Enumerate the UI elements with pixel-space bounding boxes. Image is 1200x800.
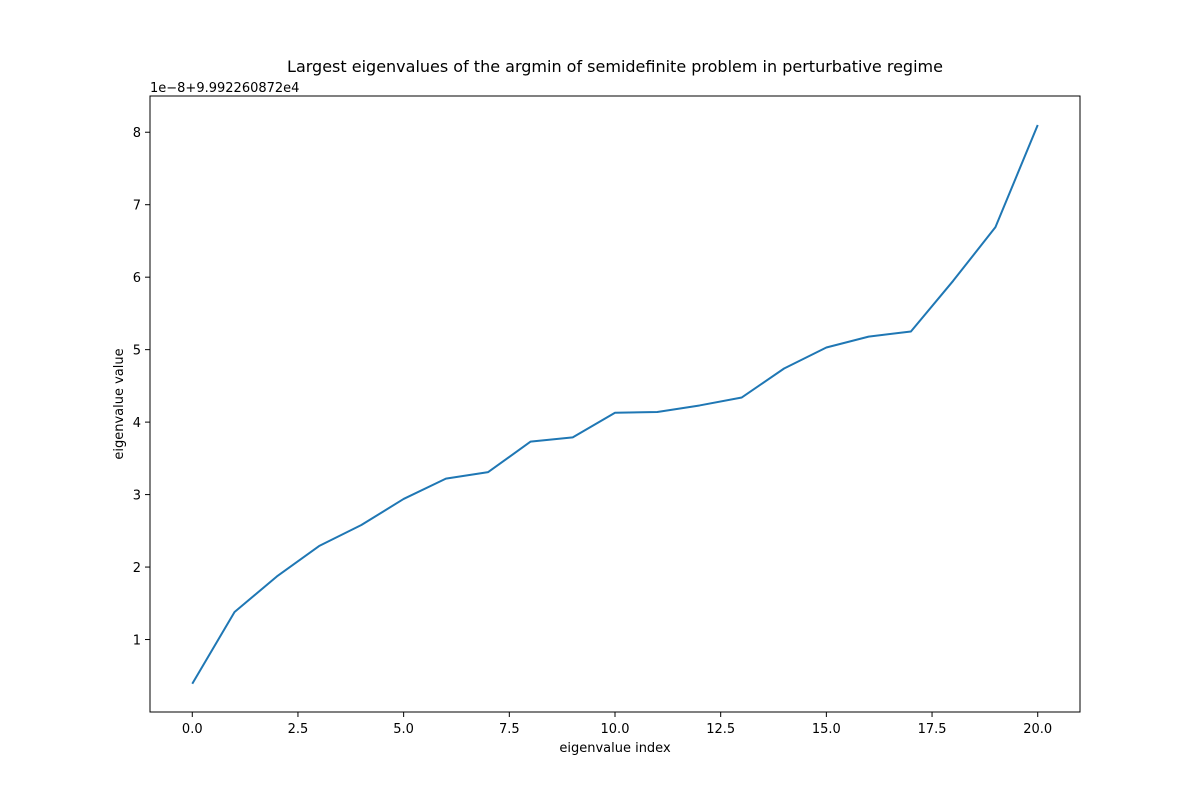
x-tick-label: 20.0 xyxy=(1023,722,1052,737)
x-axis-label: eigenvalue index xyxy=(559,741,671,756)
x-tick-label: 5.0 xyxy=(393,722,414,737)
y-tick-label: 1 xyxy=(133,634,141,649)
series-line-0 xyxy=(191,124,1039,685)
y-tick-label: 2 xyxy=(133,561,141,576)
y-tick-label: 4 xyxy=(133,416,141,431)
y-axis-offset-label: 1e−8+9.992260872e4 xyxy=(150,81,299,96)
chart-title: Largest eigenvalues of the argmin of sem… xyxy=(287,57,943,76)
y-tick-label: 3 xyxy=(133,489,141,504)
plot-area: 0.0 2.5 5.0 7.5 10.0 12.5 15.0 17.5 20.0 1 2 3 4 5 6 7… xyxy=(133,95,1081,737)
x-axis-ticks: 0.0 2.5 5.0 7.5 10.0 12.5 15.0 17.5 20.0 xyxy=(182,712,1052,737)
y-tick-label: 7 xyxy=(133,199,141,214)
y-tick-label: 8 xyxy=(133,126,141,141)
y-tick-label: 5 xyxy=(133,344,141,359)
x-tick-label: 12.5 xyxy=(706,722,735,737)
x-tick-label: 10.0 xyxy=(601,722,630,737)
y-axis-label: eigenvalue value xyxy=(112,348,127,459)
x-tick-label: 7.5 xyxy=(499,722,520,737)
y-tick-label: 6 xyxy=(133,271,141,286)
plot-frame xyxy=(149,95,1081,713)
x-tick-label: 15.0 xyxy=(812,722,841,737)
x-tick-label: 0.0 xyxy=(182,722,203,737)
series-layer xyxy=(191,124,1039,685)
x-tick-label: 2.5 xyxy=(288,722,309,737)
y-axis-ticks: 1 2 3 4 5 6 7 8 xyxy=(133,126,150,649)
x-tick-label: 17.5 xyxy=(918,722,947,737)
